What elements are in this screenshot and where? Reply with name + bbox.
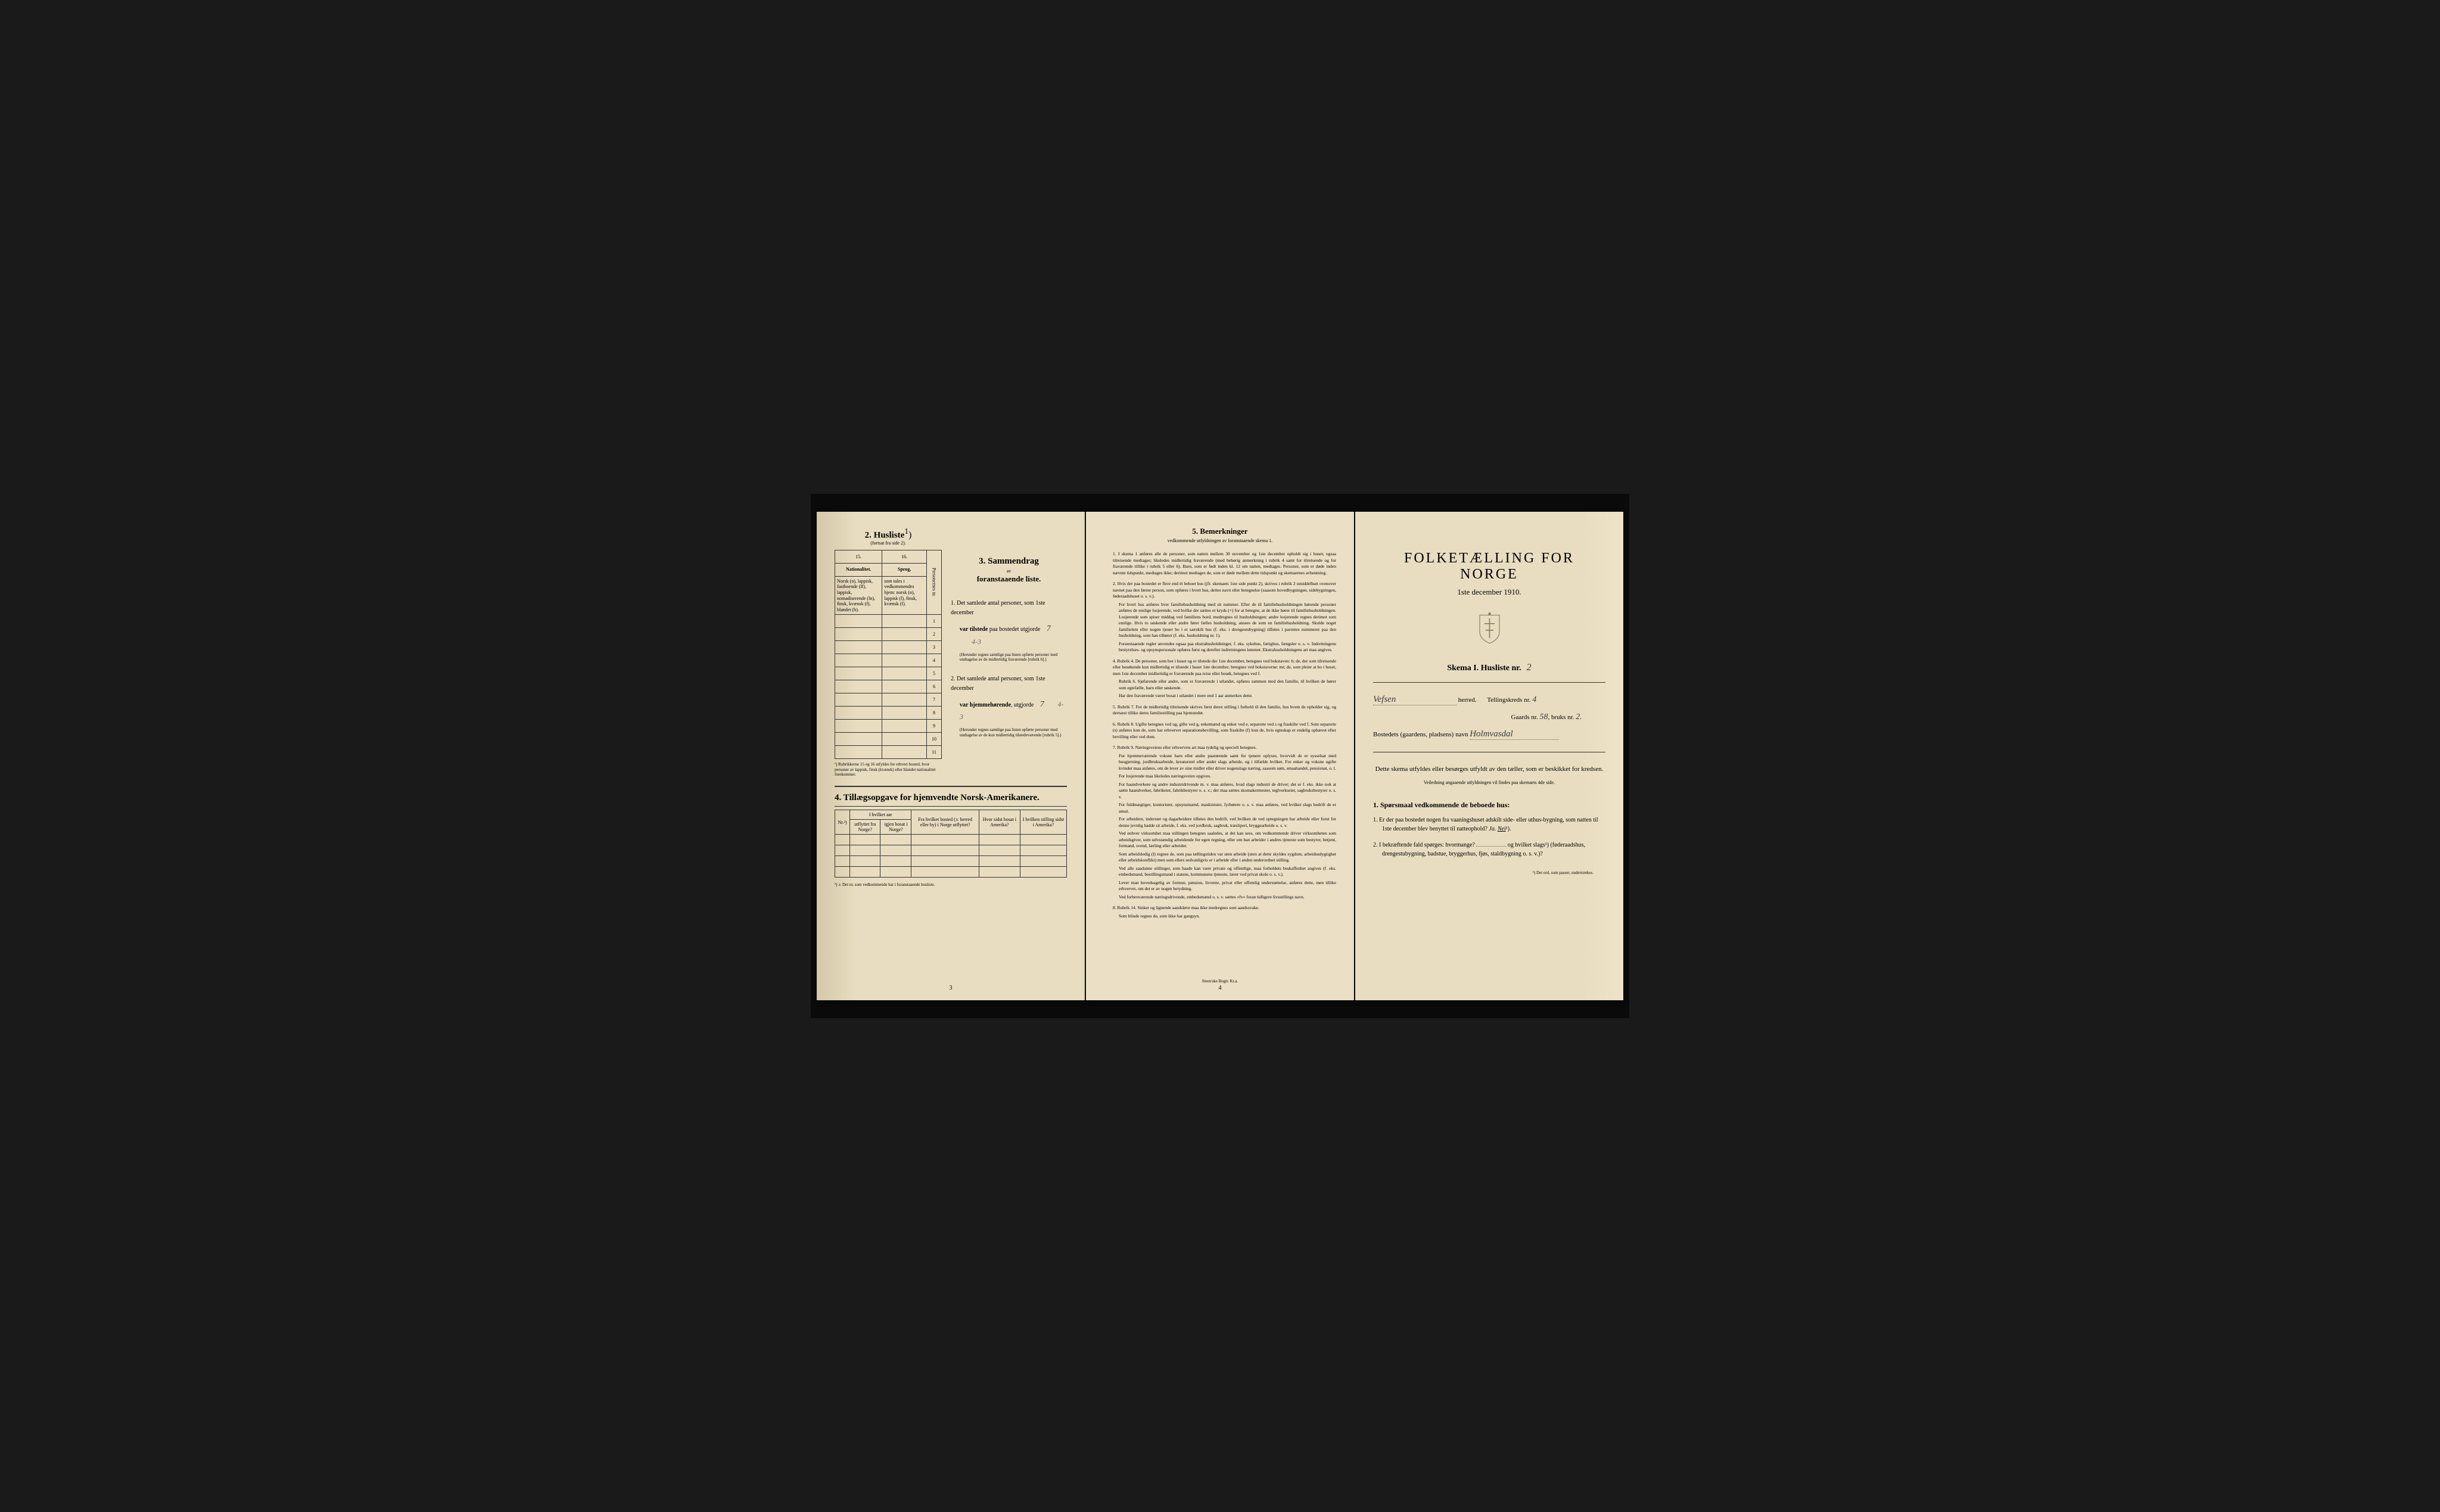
description-sub: Veiledning angaaende utfyldningen vil fi…: [1373, 780, 1605, 786]
section4-footnote: ²) ɔ: Det nr. som vedkommende har i fora…: [835, 882, 1067, 887]
printer-credit: Steen'ske Bogtr. Kr.a.: [1202, 979, 1238, 984]
herred-value: Vefsen: [1373, 695, 1456, 705]
main-title: FOLKETÆLLING FOR NORGE: [1373, 550, 1605, 583]
question-2: 2. I bekræftende fald spørges: hvormange…: [1373, 841, 1605, 858]
remark-4: 4. Rubrik 4. De personer, som bor i huse…: [1113, 658, 1336, 699]
remark-1: 1. I skema 1 anføres alle de personer, s…: [1113, 551, 1336, 576]
gaards-nr: 58: [1540, 713, 1548, 721]
bosted-row: Bostedets (gaardens, pladsens) navn Holm…: [1373, 729, 1605, 740]
nationality-table: 15. 16. Personernes nr. Nationalitet. Sp…: [835, 550, 942, 760]
page-center: 5. Bemerkninger vedkommende utfyldningen…: [1086, 512, 1354, 1000]
remark-6: 6. Rubrik 8. Ugifte betegnes ved ug, gif…: [1113, 721, 1336, 741]
remark-2: 2. Hvis der paa bostedet er flere end ét…: [1113, 581, 1336, 654]
amerikanere-table: Nr.²) I hvilket aar Fra hvilket bosted (…: [835, 810, 1067, 878]
right-footnote: ¹) Det ord, som passer, understrekes.: [1373, 870, 1605, 875]
remark-8: 8. Rubrik 14. Sinker og lignende aandslø…: [1113, 905, 1336, 919]
coat-of-arms: [1373, 612, 1605, 648]
section3-title: 3. Sammendrag: [951, 556, 1067, 567]
question-1: 1. Er der paa bostedet nogen fra vaaning…: [1373, 816, 1605, 833]
summary-item-1: 1. Det samlede antal personer, som 1ste …: [951, 599, 1067, 618]
main-subtitle: 1ste december 1910.: [1373, 587, 1605, 597]
bruks-nr: 2: [1576, 713, 1580, 721]
summary-item-2: 2. Det samlede antal personer, som 1ste …: [951, 674, 1067, 693]
page-left: 2. Husliste1) (fortsat fra side 2). 15. …: [817, 512, 1085, 1000]
page-right: FOLKETÆLLING FOR NORGE 1ste december 191…: [1355, 512, 1623, 1000]
husliste-nr: 2: [1527, 662, 1532, 673]
nei-answer: Nei: [1498, 826, 1506, 832]
description: Dette skema utfyldes eller besørges utfy…: [1373, 764, 1605, 775]
remarks-list: 1. I skema 1 anføres alle de personer, s…: [1104, 551, 1336, 919]
page-number-3: 3: [950, 985, 953, 991]
section2-subtitle: (fortsat fra side 2).: [835, 540, 942, 546]
gaards-row: Gaards nr. 58, bruks nr. 2.: [1373, 713, 1605, 722]
skema-label: Skema I. Husliste nr.: [1447, 664, 1521, 673]
remark-7: 7. Rubrik 9. Næringsveiens eller erhverv…: [1113, 745, 1336, 900]
bosted-value: Holmvasdal: [1470, 729, 1559, 740]
tilstede-value: 7: [1047, 624, 1051, 633]
tilstede-corrected: 4-3: [972, 637, 981, 646]
remark-5: 5. Rubrik 7. For de midlertidig tilreise…: [1113, 704, 1336, 717]
hjemme-value: 7: [1040, 700, 1044, 709]
page-number-4: 4: [1219, 985, 1222, 991]
person-nr-label: Personernes nr.: [927, 550, 942, 615]
census-document: 2. Husliste1) (fortsat fra side 2). 15. …: [811, 494, 1629, 1018]
section2-footnote: ¹) Rubrikkerne 15 og 16 utfyldes for eth…: [835, 762, 942, 777]
tellingskreds-nr: 4: [1532, 695, 1536, 704]
section5-title: 5. Bemerkninger: [1104, 527, 1336, 536]
questions-title: 1. Spørsmaal vedkommende de beboede hus:: [1373, 801, 1605, 810]
herred-row: Vefsen herred. Tellingskreds nr. 4: [1373, 695, 1605, 705]
section4-title: 4. Tillægsopgave for hjemvendte Norsk-Am…: [835, 793, 1067, 803]
section2-title: 2. Husliste: [865, 530, 905, 540]
